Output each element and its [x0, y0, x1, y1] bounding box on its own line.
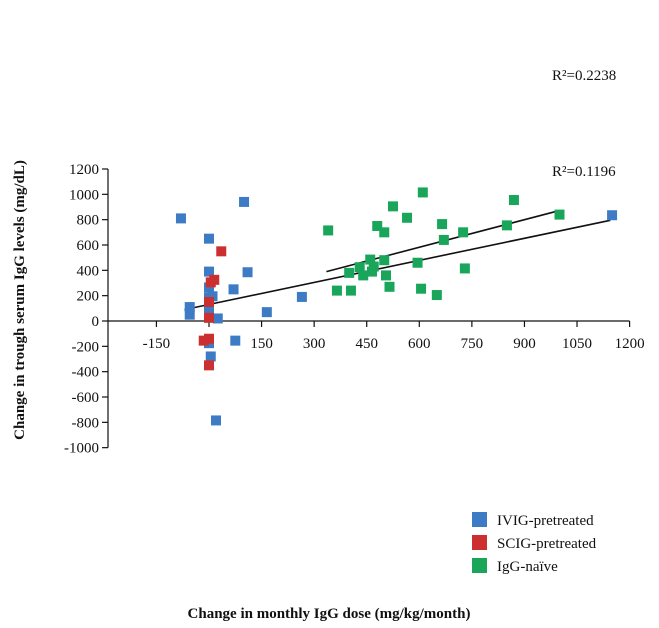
- data-point: [204, 360, 214, 371]
- data-point: [184, 302, 195, 313]
- regression-line: [184, 219, 611, 311]
- y-tick-label: 600: [77, 238, 100, 254]
- y-tick-label: 0: [92, 314, 100, 330]
- data-point: [365, 254, 376, 265]
- data-point: [458, 227, 469, 238]
- data-point: [204, 266, 214, 277]
- y-tick-label: 200: [77, 289, 100, 305]
- y-tick-label: -200: [72, 339, 100, 355]
- data-point: [184, 309, 195, 320]
- data-point: [459, 263, 470, 274]
- data-point: [228, 284, 239, 295]
- data-point: [204, 233, 214, 244]
- y-tick-label: 1200: [69, 162, 99, 178]
- data-point: [205, 277, 216, 288]
- axes: -1000 -800 -600 -400 -200 0 200 400 600 800 1000 12…: [64, 162, 645, 457]
- x-axis-title: Change in monthly IgG dose (mg/kg/month): [188, 606, 471, 622]
- data-point: [379, 227, 390, 238]
- data-point: [416, 283, 427, 294]
- x-tick-label: 750: [461, 336, 484, 352]
- data-point: [204, 333, 214, 344]
- r-squared-label: R²=0.1196: [552, 164, 616, 180]
- data-point: [554, 209, 565, 220]
- data-point: [344, 267, 355, 278]
- data-point: [354, 262, 365, 273]
- data-point: [438, 234, 449, 245]
- r-squared-label: R²=0.2238: [552, 68, 616, 84]
- y-tick-label: -400: [72, 365, 100, 381]
- data-point: [379, 255, 390, 266]
- data-point: [296, 291, 307, 302]
- data-point: [508, 195, 519, 206]
- legend-label: IVIG-pretreated: [497, 513, 594, 529]
- legend-swatch: [472, 512, 487, 527]
- x-tick-label: 1050: [562, 336, 592, 352]
- data-point: [230, 335, 241, 346]
- legend: IVIG-pretreated SCIG-pretreated IgG-naïve: [472, 512, 597, 575]
- data-point: [204, 296, 214, 307]
- data-point: [216, 246, 227, 257]
- data-point: [358, 270, 369, 281]
- data-point: [331, 285, 342, 296]
- x-tick-label: 150: [250, 336, 273, 352]
- legend-label: SCIG-pretreated: [497, 536, 597, 552]
- data-point: [205, 351, 216, 362]
- data-point: [212, 313, 223, 324]
- data-point: [198, 335, 209, 346]
- data-point: [204, 282, 214, 293]
- data-point: [431, 290, 442, 301]
- y-axis-title: Change in trough serum IgG levels (mg/dL…: [12, 160, 28, 440]
- data-point: [175, 213, 186, 224]
- y-tick-label: 1000: [69, 187, 99, 203]
- data-point: [384, 281, 395, 292]
- legend-swatch: [472, 535, 487, 550]
- x-tick-label: 1200: [615, 336, 645, 352]
- x-tick-label: 600: [408, 336, 431, 352]
- data-point: [412, 257, 423, 268]
- x-tick-label: 450: [355, 336, 378, 352]
- data-point: [366, 266, 377, 277]
- y-tick-label: 800: [77, 213, 100, 229]
- data-point: [345, 285, 356, 296]
- legend-label: IgG-naïve: [497, 559, 558, 575]
- data-point: [402, 212, 413, 223]
- data-points: [175, 187, 618, 426]
- x-tick-label: -150: [143, 336, 171, 352]
- data-point: [372, 220, 383, 231]
- data-point: [388, 201, 399, 212]
- data-point: [211, 415, 222, 426]
- data-point: [204, 305, 214, 316]
- legend-swatch: [472, 558, 487, 573]
- data-point: [242, 267, 253, 278]
- y-tick-label: -600: [72, 390, 100, 406]
- data-point: [417, 187, 428, 198]
- data-point: [607, 210, 618, 221]
- data-point: [437, 219, 448, 230]
- y-tick-label: 400: [77, 263, 100, 279]
- data-point: [261, 307, 272, 318]
- data-point: [381, 270, 392, 281]
- data-point: [368, 261, 379, 272]
- y-tick-label: -800: [72, 415, 100, 431]
- data-point: [239, 196, 250, 207]
- x-tick-label: 900: [513, 336, 536, 352]
- data-point: [323, 225, 334, 236]
- y-tick-label: -1000: [64, 441, 99, 457]
- data-point: [204, 312, 214, 323]
- data-point: [501, 220, 512, 231]
- x-tick-label: 300: [303, 336, 326, 352]
